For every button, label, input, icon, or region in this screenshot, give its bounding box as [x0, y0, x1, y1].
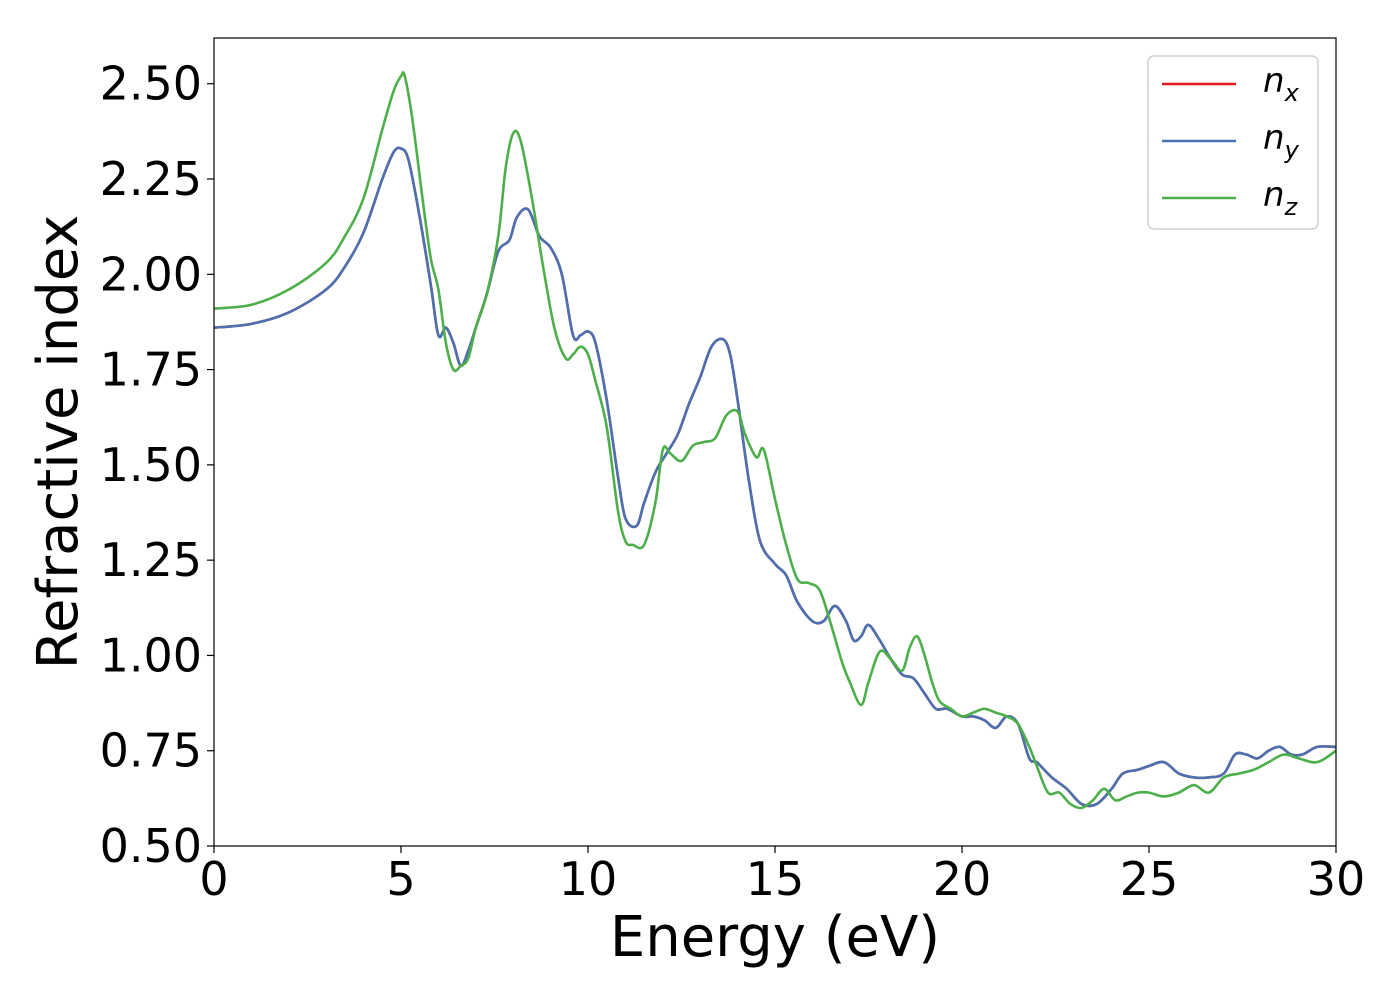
- legend-box: [1147, 55, 1319, 230]
- x-tick-label: 20: [933, 852, 992, 906]
- x-tick-label: 0: [199, 852, 228, 906]
- series-line-x: [214, 146, 1336, 808]
- y-tick-label: 1.00: [100, 628, 202, 682]
- y-tick-label: 1.75: [100, 343, 202, 397]
- series-layer: [214, 71, 1336, 810]
- y-tick-label: 2.50: [100, 57, 202, 111]
- series-line-z: [214, 71, 1336, 810]
- x-tick-label: 5: [386, 852, 415, 906]
- x-tick-label: 25: [1120, 852, 1179, 906]
- x-tick-label: 30: [1307, 852, 1366, 906]
- x-axis-label: Energy (eV): [610, 905, 940, 970]
- legend-label-x: nx: [1263, 61, 1300, 107]
- y-tick-label: 1.25: [100, 533, 202, 587]
- x-tick-label: 15: [746, 852, 805, 906]
- series-line-y: [214, 146, 1336, 808]
- y-tick-label: 0.50: [100, 819, 202, 873]
- legend: nx ny nz: [1147, 55, 1319, 230]
- y-tick-label: 0.75: [100, 724, 202, 778]
- y-tick-label: 2.00: [100, 247, 202, 301]
- x-axis-ticks: 0 5 10 15 20 25 30: [199, 846, 1365, 906]
- legend-label-z: nz: [1263, 175, 1299, 221]
- y-axis-ticks: 0.50 0.75 1.00 1.25 1.50 1.75 2.00 2.25 2.50: [100, 57, 214, 873]
- x-tick-label: 10: [559, 852, 618, 906]
- y-axis-label: Refractive index: [26, 215, 91, 670]
- legend-label-y: ny: [1263, 118, 1300, 164]
- y-tick-label: 2.25: [100, 152, 202, 206]
- y-tick-label: 1.50: [100, 438, 202, 492]
